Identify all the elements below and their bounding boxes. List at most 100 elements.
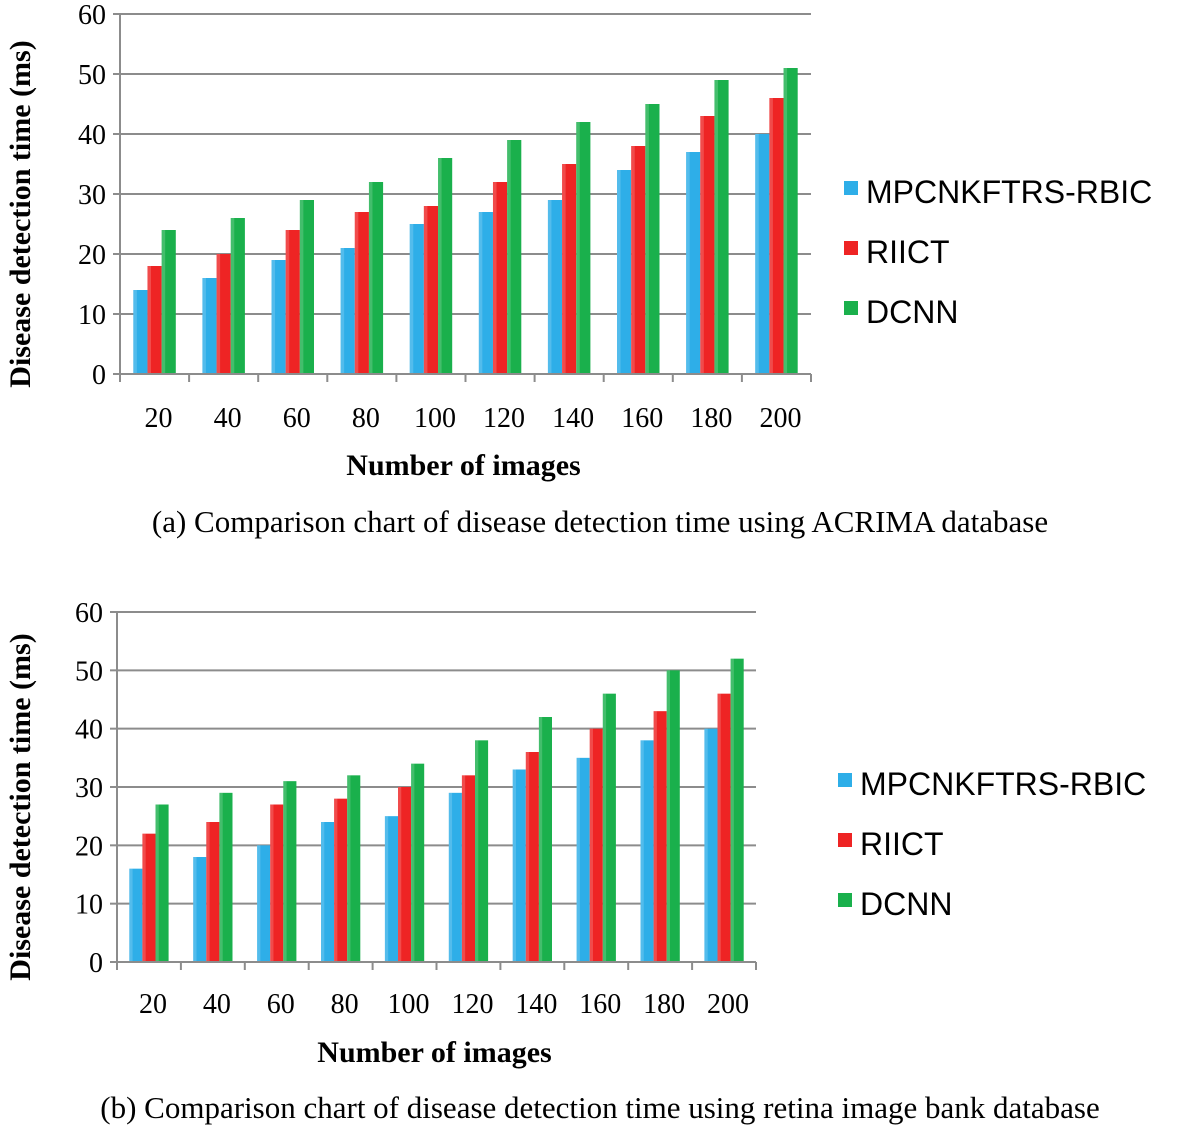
bar-mpcnkftrs-rbic-160 [576,757,590,962]
bar-highlight [576,122,580,374]
x-tick-label: 60 [283,403,311,434]
figure-caption: (b) Comparison chart of disease detectio… [100,1090,1099,1125]
bar-highlight [448,792,453,962]
bar-highlight [562,164,566,374]
bar-highlight [686,152,690,374]
bar-highlight [202,278,206,374]
bar-highlight [193,857,197,962]
y-tick-label: 30 [75,773,103,804]
legend-label-mpcnkftrs-rbic: MPCNKFTRS-RBIC [866,174,1152,210]
bar-highlight [423,206,428,374]
legend-label-dcnn: DCNN [866,294,958,330]
bar-highlight [714,80,718,374]
bar-mpcnkftrs-rbic-60 [257,845,271,962]
x-tick-label: 180 [643,989,685,1020]
bar-dcnn-20 [161,230,176,374]
x-tick-label: 120 [483,403,525,434]
bar-dcnn-80 [347,775,361,962]
bar-mpcnkftrs-rbic-120 [478,212,493,374]
bar-highlight [411,763,415,962]
bar-riict-100 [398,787,412,962]
bar-riict-100 [423,206,439,374]
legend-label-mpcnkftrs-rbic: MPCNKFTRS-RBIC [860,766,1146,802]
bar-highlight [161,230,166,374]
bar-highlight [576,757,580,962]
bar-mpcnkftrs-rbic-20 [133,290,148,374]
bar-highlight [547,200,552,374]
bar-mpcnkftrs-rbic-80 [321,822,335,962]
bar-highlight [321,822,325,962]
x-tick-label: 20 [145,403,173,434]
bar-dcnn-140 [538,717,552,962]
bar-riict-140 [562,164,577,374]
bar-highlight [492,182,497,374]
bar-highlight [617,170,621,374]
bar-highlight [270,804,274,962]
bar-highlight [783,68,788,374]
bar-dcnn-100 [411,763,425,962]
bar-highlight [354,212,359,374]
y-tick-label: 10 [78,300,106,331]
x-tick-label: 200 [707,989,749,1020]
x-axis-label: Number of images [346,449,580,482]
bar-highlight [283,781,287,962]
bar-highlight [769,98,773,374]
x-tick-label: 180 [690,403,732,434]
x-tick-label: 140 [515,989,557,1020]
bar-riict-60 [270,804,284,962]
bar-mpcnkftrs-rbic-40 [193,857,207,962]
bar-highlight [230,218,235,374]
x-tick-label: 160 [579,989,621,1020]
bar-dcnn-200 [783,68,798,374]
legend-swatch-riict [838,833,852,847]
bar-mpcnkftrs-rbic-180 [640,740,654,962]
bar-mpcnkftrs-rbic-100 [384,816,399,962]
bar-highlight [147,266,152,374]
bar-highlight [133,290,137,374]
bar-highlight [409,224,414,374]
bar-highlight [700,116,704,374]
chart-a: 0 10 20 30 40 50 60 20 40 60 80 100 120 140 160 180 200 N… [4,0,1152,539]
bar-highlight [142,833,146,962]
bar-highlight [340,248,345,374]
x-tick-label: 200 [759,403,801,434]
bar-highlight [640,740,644,962]
bar-dcnn-60 [283,781,297,962]
bar-highlight [589,728,593,962]
bar-dcnn-80 [368,182,384,374]
y-tick-label: 20 [75,831,103,862]
bar-highlight [206,822,210,962]
y-tick-label: 40 [78,120,106,151]
x-tick-label: 60 [267,989,295,1020]
bar-highlight [299,200,304,374]
bar-mpcnkftrs-rbic-200 [755,134,770,374]
bar-highlight [461,775,466,962]
bar-mpcnkftrs-rbic-60 [271,260,286,374]
legend-swatch-riict [844,241,858,255]
bar-dcnn-140 [576,122,591,374]
bar-highlight [347,775,351,962]
bar-highlight [474,740,479,962]
bar-riict-180 [653,711,667,962]
y-tick-label: 60 [75,598,103,629]
bar-dcnn-180 [714,80,729,374]
legend-label-dcnn: DCNN [860,886,952,922]
bar-highlight [653,711,657,962]
x-tick-label: 160 [621,403,663,434]
y-tick-label: 50 [75,656,103,687]
bar-highlight [631,146,635,374]
x-axis-label: Number of images [317,1036,551,1069]
bar-mpcnkftrs-rbic-140 [512,769,526,962]
bar-dcnn-100 [438,158,453,374]
bar-highlight [730,658,734,962]
bar-dcnn-180 [666,670,680,962]
figure-caption: (a) Comparison chart of disease detectio… [152,504,1048,539]
bar-dcnn-120 [474,740,489,962]
bar-highlight [645,104,649,374]
legend-swatch-dcnn [838,893,852,907]
bar-dcnn-160 [645,104,660,374]
bar-highlight [129,868,133,962]
bar-mpcnkftrs-rbic-140 [547,200,563,374]
bar-mpcnkftrs-rbic-100 [409,224,424,374]
bar-dcnn-160 [602,693,616,962]
